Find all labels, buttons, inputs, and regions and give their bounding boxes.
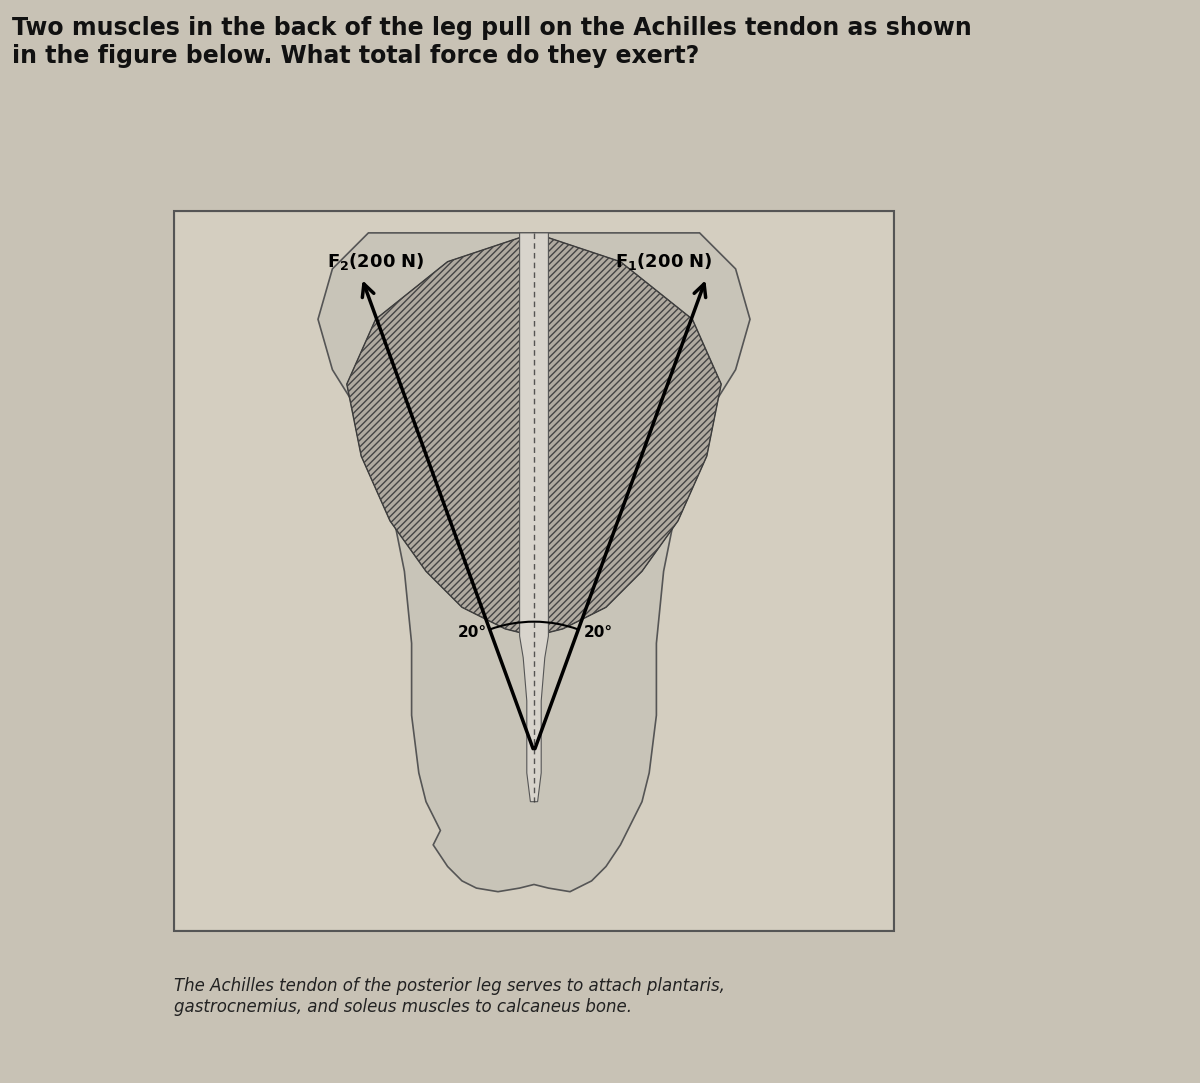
Text: $\mathbf{F_1}$(200 N): $\mathbf{F_1}$(200 N) [614,251,713,273]
Polygon shape [534,233,721,636]
Polygon shape [347,233,534,636]
Polygon shape [520,233,548,801]
Text: Two muscles in the back of the leg pull on the Achilles tendon as shown
in the f: Two muscles in the back of the leg pull … [12,16,972,68]
Text: 20°: 20° [458,625,487,640]
Text: The Achilles tendon of the posterior leg serves to attach plantaris,
gastrocnemi: The Achilles tendon of the posterior leg… [174,977,725,1016]
Text: $\mathbf{F_2}$(200 N): $\mathbf{F_2}$(200 N) [326,251,425,273]
Polygon shape [318,233,750,891]
Text: 20°: 20° [584,625,613,640]
